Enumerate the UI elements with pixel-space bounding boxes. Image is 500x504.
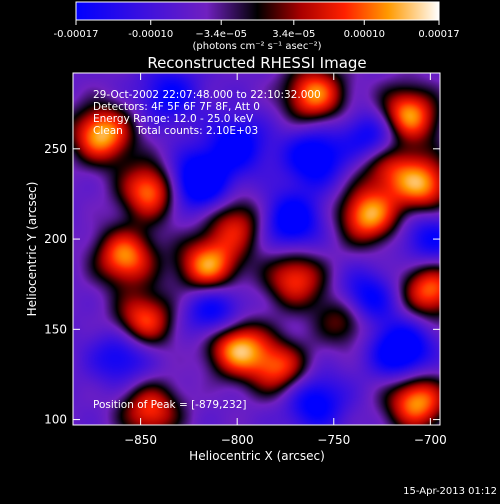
y-tick-label: 150 — [44, 322, 67, 336]
x-tick-label: −850 — [124, 433, 157, 447]
colorbar-tick-label: -0.00017 — [54, 29, 99, 40]
colorbar-tick-label: 0.00010 — [344, 29, 385, 40]
x-tick-label: −700 — [414, 433, 447, 447]
heatmap-image — [73, 73, 440, 425]
annotation-energy-range: Energy Range: 12.0 - 25.0 keV — [93, 113, 254, 125]
colorbar-tick-label: 0.00017 — [418, 29, 459, 40]
x-axis-label: Heliocentric X (arcsec) — [189, 449, 325, 463]
y-tick-label: 250 — [44, 142, 67, 156]
timestamp: 15-Apr-2013 01:12 — [403, 486, 497, 497]
y-tick-label: 100 — [44, 413, 67, 427]
axis-ticks: −850 −800 −750 −700 100 150 200 250 — [44, 73, 447, 447]
annotation-clean-counts: Clean Total counts: 2.10E+03 — [93, 125, 258, 137]
colorbar-units-label: (photons cm⁻² s⁻¹ asec⁻²) — [192, 41, 321, 52]
colorbar — [75, 1, 440, 21]
x-tick-label: −750 — [317, 433, 350, 447]
x-tick-label: −800 — [221, 433, 254, 447]
colorbar-ticks: -0.00017 -0.00010 −3.4e−05 3.4e−05 0.00010 0.… — [54, 20, 460, 40]
y-axis-label: Heliocentric Y (arcsec) — [25, 182, 39, 317]
colorbar-tick-label: −3.4e−05 — [195, 29, 247, 40]
colorbar-tick-label: -0.00010 — [128, 29, 173, 40]
annotation-peak-position: Position of Peak = [-879,232] — [93, 399, 247, 411]
annotation-time-range: 29-Oct-2002 22:07:48.000 to 22:10:32.000 — [93, 89, 321, 101]
annotation-detectors: Detectors: 4F 5F 6F 7F 8F, Att 0 — [93, 101, 260, 113]
y-tick-label: 200 — [44, 232, 67, 246]
colorbar-tick-label: 3.4e−05 — [272, 29, 315, 40]
plot-frame — [72, 72, 441, 426]
chart-title: Reconstructed RHESSI Image — [147, 54, 366, 72]
